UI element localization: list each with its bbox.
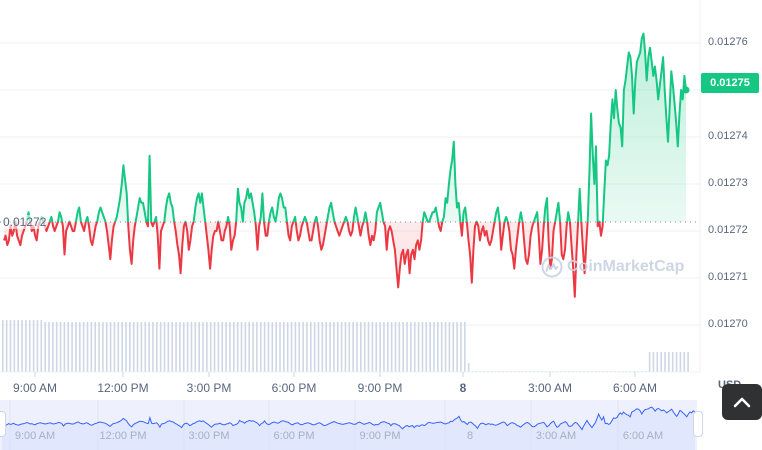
navigator-label: 9:00 PM (359, 430, 401, 442)
current-price-marker (682, 86, 690, 94)
x-axis-label: 8 (459, 381, 467, 395)
coinmarketcap-watermark: CoinMarketCap (541, 256, 684, 278)
x-axis-label: 3:00 PM (186, 381, 232, 395)
x-axis-ticks (34, 372, 636, 377)
y-axis-label: 0.01271 (708, 271, 748, 283)
chevron-up-icon (733, 397, 751, 408)
y-axis-label: 0.01276 (708, 36, 748, 48)
navigator-label: 12:00 PM (99, 430, 147, 442)
navigator-label: 6:00 AM (622, 430, 664, 442)
x-axis-label: 6:00 PM (271, 381, 317, 395)
navigator-label: 3:00 AM (535, 430, 577, 442)
navigator-handle-right[interactable] (693, 411, 703, 437)
y-axis-label: 0.01273 (708, 177, 748, 189)
navigator-label: 9:00 AM (14, 430, 56, 442)
navigator-handle-left[interactable] (0, 411, 6, 437)
current-price-badge: 0.01275 (701, 73, 759, 93)
x-axis-label: 3:00 AM (527, 381, 573, 395)
x-axis-label: 12:00 PM (97, 381, 149, 395)
y-axis-label: 0.01270 (708, 318, 748, 330)
y-axis-label: 0.01272 (708, 224, 748, 236)
watermark-text: CoinMarketCap (567, 258, 685, 275)
price-line (3, 32, 687, 298)
price-area-fill (4, 33, 686, 297)
x-axis-label: 9:00 PM (357, 381, 403, 395)
scroll-to-top-button[interactable] (722, 384, 762, 420)
navigator-label: 6:00 PM (273, 430, 315, 442)
reference-price-label: 0.01272 (3, 215, 47, 229)
y-axis-label: 0.01274 (708, 130, 748, 142)
navigator-series (1, 406, 696, 450)
coinmarketcap-logo-icon (541, 256, 563, 278)
navigator-label: 8 (466, 430, 474, 442)
x-axis-label: 6:00 AM (612, 381, 658, 395)
x-axis-label: 9:00 AM (12, 381, 58, 395)
volume-bars (2, 320, 689, 372)
navigator-label: 3:00 PM (188, 430, 230, 442)
